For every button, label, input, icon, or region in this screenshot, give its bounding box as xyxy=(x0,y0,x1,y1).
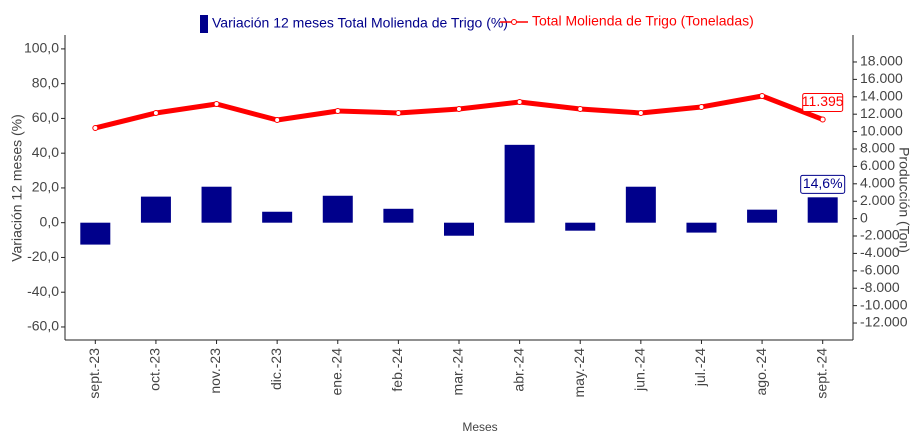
y-tick-label: -20,0 xyxy=(27,248,59,264)
bar xyxy=(140,196,171,223)
y-tick-label: 0,0 xyxy=(40,213,60,229)
x-axis-label: Meses xyxy=(462,420,497,434)
y-tick-label: 100,0 xyxy=(24,40,59,56)
y-tick-label: 80,0 xyxy=(32,74,59,90)
y2-tick-label: 18.000 xyxy=(860,53,903,69)
bar xyxy=(565,222,596,231)
line-point xyxy=(819,116,826,123)
y-tick-label: 40,0 xyxy=(32,144,59,160)
bar xyxy=(686,222,717,233)
value-label-box xyxy=(800,174,846,194)
x-tick-label: jun.-24 xyxy=(632,348,648,392)
line-point xyxy=(213,101,220,108)
y2-tick-label: -4.000 xyxy=(860,244,900,260)
y2-tick-label: 4.000 xyxy=(860,175,895,191)
x-tick-label: jul.-24 xyxy=(692,348,708,387)
y2-tick-label: -6.000 xyxy=(860,262,900,278)
value-label: 11.395 xyxy=(802,93,844,109)
x-tick-label: dic.-23 xyxy=(268,348,284,390)
y2-tick-label: 10.000 xyxy=(860,122,903,138)
x-tick-label: mar.-24 xyxy=(450,348,466,396)
y-tick-label: -40,0 xyxy=(27,283,59,299)
y2-tick-label: 0 xyxy=(860,209,868,225)
legend-label: Variación 12 meses Total Molienda de Tri… xyxy=(212,15,508,31)
y2-tick-label: -12.000 xyxy=(860,314,908,330)
line-point xyxy=(516,99,523,106)
legend-label: Total Molienda de Trigo (Toneladas) xyxy=(532,13,754,29)
y2-axis-label: Producción (Ton) xyxy=(896,147,910,253)
bar xyxy=(322,195,353,223)
y-tick-label: -60,0 xyxy=(27,318,59,334)
line-point xyxy=(456,105,462,112)
legend-swatch-point xyxy=(511,19,517,25)
line-point xyxy=(637,109,644,116)
y2-tick-label: 14.000 xyxy=(860,87,903,103)
bar xyxy=(625,186,656,223)
line xyxy=(94,93,824,131)
x-tick-label: ene.-24 xyxy=(328,348,344,396)
line-point xyxy=(274,117,281,124)
y2-tick-label: 12.000 xyxy=(860,105,903,121)
y2-tick-label: -10.000 xyxy=(860,296,908,312)
y-axis-label: Variación 12 meses (%) xyxy=(9,114,25,262)
line-point xyxy=(334,107,341,114)
line-point xyxy=(577,105,584,112)
x-tick-label: may.-24 xyxy=(571,348,587,398)
bar xyxy=(504,144,535,223)
x-tick-label: ago.-24 xyxy=(753,348,769,396)
bar xyxy=(383,208,414,223)
x-tick-label: sept.-24 xyxy=(813,348,829,399)
bar xyxy=(807,197,838,223)
line-point xyxy=(152,109,159,116)
legend-swatch xyxy=(200,15,208,33)
y2-tick-label: 16.000 xyxy=(860,70,903,86)
y2-tick-label: -8.000 xyxy=(860,279,900,295)
x-tick-label: sept.-23 xyxy=(86,348,102,399)
bar xyxy=(747,209,778,223)
y2-tick-label: 8.000 xyxy=(860,140,895,156)
line-point xyxy=(92,124,99,131)
line-point xyxy=(698,103,705,110)
line-point xyxy=(759,93,766,99)
x-tick-label: feb.-24 xyxy=(389,348,405,392)
bar xyxy=(80,222,111,245)
y-tick-label: 20,0 xyxy=(32,179,59,195)
bar xyxy=(262,211,293,223)
y2-tick-label: 6.000 xyxy=(860,157,895,173)
value-label-box xyxy=(802,92,844,112)
y2-tick-label: -2.000 xyxy=(860,227,900,243)
x-tick-label: oct.-23 xyxy=(147,348,163,391)
y2-tick-label: 2.000 xyxy=(860,192,895,208)
bar xyxy=(444,222,474,236)
bar xyxy=(201,186,232,223)
line-point xyxy=(395,109,402,116)
x-tick-label: abr.-24 xyxy=(510,348,526,392)
value-label: 14,6% xyxy=(803,175,843,191)
x-tick-label: nov.-23 xyxy=(207,348,223,394)
y-tick-label: 60,0 xyxy=(32,109,59,125)
